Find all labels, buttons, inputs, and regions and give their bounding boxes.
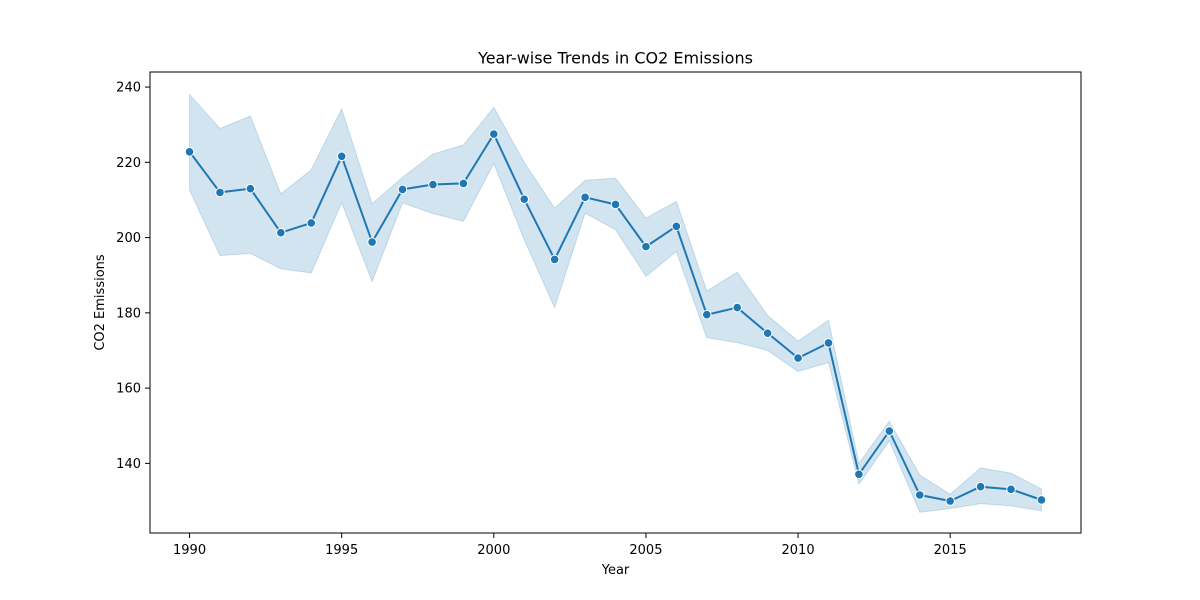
x-tick-label: 2000 <box>477 543 510 558</box>
y-tick-label: 140 <box>116 457 141 472</box>
data-point <box>914 490 925 500</box>
data-point <box>854 469 864 480</box>
data-point <box>641 241 651 252</box>
data-point <box>336 151 347 162</box>
x-tick-label: 1990 <box>173 543 206 558</box>
x-tick-label: 2015 <box>934 543 967 558</box>
data-point <box>671 221 682 232</box>
y-tick-label: 200 <box>116 231 141 246</box>
y-tick-label: 220 <box>116 156 141 171</box>
plot-frame <box>149 71 1082 534</box>
y-axis-label: CO2 Emissions <box>93 254 108 351</box>
data-point <box>458 178 469 189</box>
y-tick-label: 160 <box>116 382 141 397</box>
data-point <box>428 179 438 190</box>
data-point <box>793 353 803 363</box>
data-point <box>762 328 773 338</box>
data-point <box>732 302 743 313</box>
data-point <box>276 227 286 238</box>
data-point <box>397 184 408 195</box>
x-tick-label: 2005 <box>629 543 662 558</box>
x-tick-label: 2010 <box>782 543 815 558</box>
data-point <box>549 254 560 265</box>
confidence-band <box>189 93 1042 513</box>
data-point <box>367 237 377 247</box>
plot-area <box>184 93 1047 513</box>
data-point <box>701 309 712 320</box>
data-point <box>215 187 225 198</box>
data-point <box>823 338 834 348</box>
x-axis-label: Year <box>601 563 630 578</box>
data-point <box>184 146 195 157</box>
data-point <box>306 218 317 228</box>
y-tick-label: 240 <box>116 81 141 96</box>
data-point <box>610 199 621 210</box>
data-point <box>975 481 986 492</box>
y-tick-label: 180 <box>116 306 141 321</box>
chart-title: Year-wise Trends in CO2 Emissions <box>477 49 753 68</box>
data-point <box>945 496 955 506</box>
data-point <box>1006 484 1016 495</box>
x-tick-label: 1995 <box>325 543 358 558</box>
data-point <box>580 192 590 203</box>
data-point <box>489 129 499 139</box>
data-point <box>245 183 256 194</box>
data-point <box>884 426 895 436</box>
data-point <box>519 194 530 204</box>
data-point <box>1036 495 1047 505</box>
axes: 1990 1995 2000 2005 2010 2015 140 160 180 200 220 2… <box>116 71 1082 558</box>
